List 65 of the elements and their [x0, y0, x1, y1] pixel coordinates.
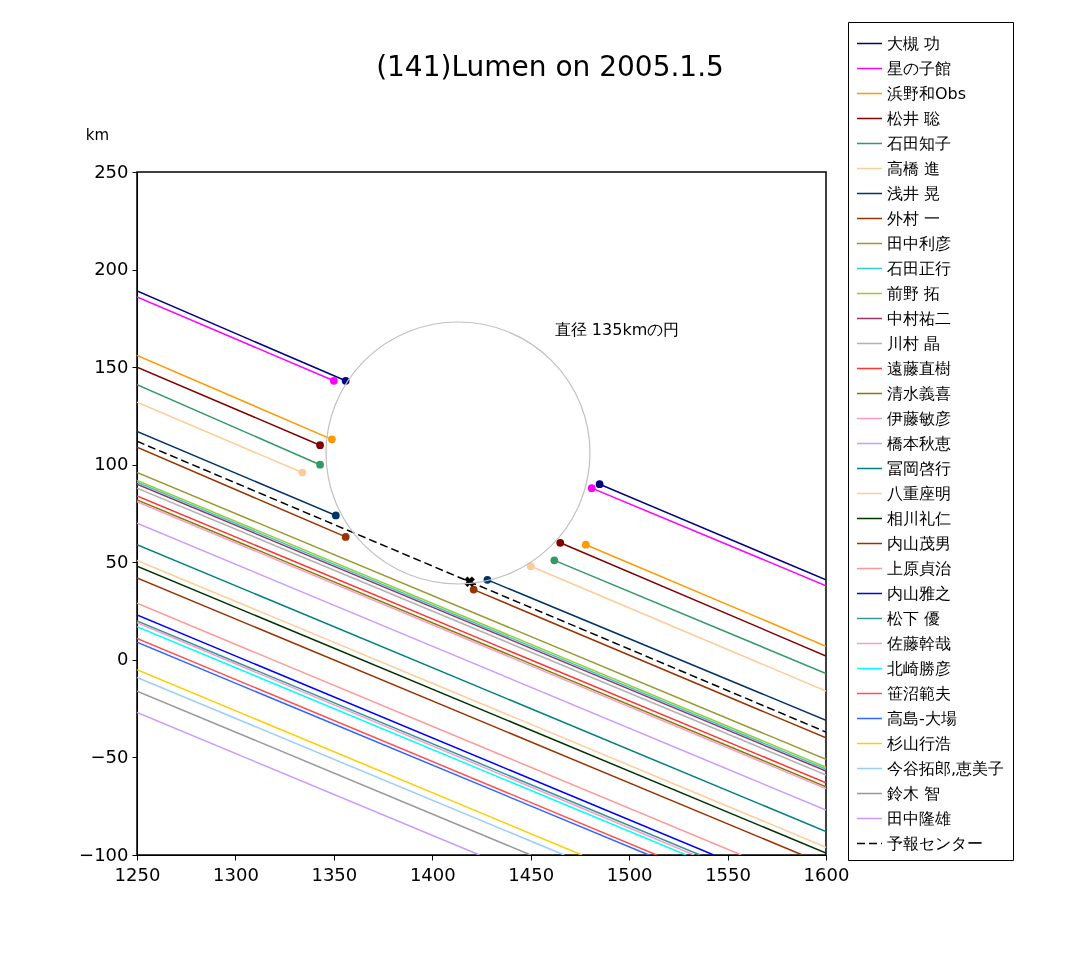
legend-label: 前野 拓 [887, 283, 941, 303]
legend-label: 川村 晶 [887, 333, 941, 353]
legend-label: 内山雅之 [887, 583, 951, 603]
legend-label: 外村 一 [887, 208, 941, 228]
legend-label: 伊藤敏彦 [887, 408, 951, 428]
y-axis-title: km [85, 125, 110, 144]
point [329, 376, 338, 385]
point [316, 460, 324, 469]
point [469, 585, 478, 594]
point [328, 435, 336, 444]
legend-label: 高橋 進 [887, 158, 941, 178]
legend-label: 星の子館 [887, 58, 951, 78]
legend-label: 杉山行浩 [886, 733, 951, 753]
x-tick-label: 1400 [409, 863, 456, 885]
point [595, 480, 604, 489]
legend-label: 鈴木 智 [887, 783, 941, 803]
legend-label: 予報センター [887, 833, 983, 853]
point [331, 511, 340, 520]
x-tick-label: 1600 [803, 863, 850, 885]
y-tick-label: 150 [94, 355, 129, 377]
legend-label: 今谷拓郎,恵美子 [887, 758, 1005, 778]
x-tick-label: 1350 [311, 863, 358, 885]
y-tick-label: −100 [79, 843, 129, 865]
point [550, 556, 559, 565]
legend-label: 橋本秋恵 [887, 433, 951, 453]
legend-label: 内山茂男 [887, 533, 951, 553]
legend-label: 田中隆雄 [887, 808, 951, 828]
legend-label: 佐藤幹哉 [887, 633, 951, 653]
legend-label: 冨岡啓行 [887, 458, 951, 478]
y-tick-label: 100 [94, 453, 129, 475]
legend-label: 松下 優 [887, 608, 941, 628]
legend-label: 大槻 功 [887, 33, 941, 53]
x-tick-label: 1450 [508, 863, 555, 885]
legend-label: 八重座明 [887, 483, 951, 503]
legend-label: 相川礼仁 [887, 508, 951, 528]
legend-label: 田中利彦 [887, 233, 951, 253]
legend-label: 浜野和Obs [887, 83, 967, 103]
point [581, 540, 590, 549]
x-tick-label: 1250 [114, 863, 161, 885]
y-tick-label: 250 [94, 160, 129, 182]
legend-label: 笹沼範夫 [887, 683, 951, 703]
chart-title: (141)Lumen on 2005.1.5 [376, 50, 724, 83]
x-tick-label: 1550 [705, 863, 751, 885]
legend-label: 石田正行 [887, 258, 951, 278]
annotation: 直径 135kmの円 [554, 320, 680, 339]
legend-label: 中村祐二 [887, 308, 951, 328]
x-tick-label: 1300 [213, 863, 259, 885]
legend-label: 遠藤直樹 [887, 358, 951, 378]
point [587, 484, 596, 492]
point [341, 533, 350, 541]
y-tick-label: 0 [117, 648, 129, 670]
y-tick-label: −50 [90, 745, 129, 767]
legend-label: 高島-大場 [887, 708, 957, 728]
legend-label: 清水義喜 [887, 383, 951, 403]
legend-label: 上原貞治 [887, 558, 951, 578]
y-tick-label: 50 [105, 550, 129, 572]
legend-label: 石田知子 [887, 133, 951, 153]
point [556, 538, 565, 547]
point [316, 441, 324, 450]
x-tick-label: 1500 [606, 863, 653, 885]
y-tick-label: 200 [94, 258, 129, 280]
legend-label: 浅井 晃 [887, 183, 941, 203]
legend-label: 松井 聡 [887, 108, 941, 128]
legend-label: 北崎勝彦 [887, 658, 951, 678]
point [298, 468, 307, 477]
